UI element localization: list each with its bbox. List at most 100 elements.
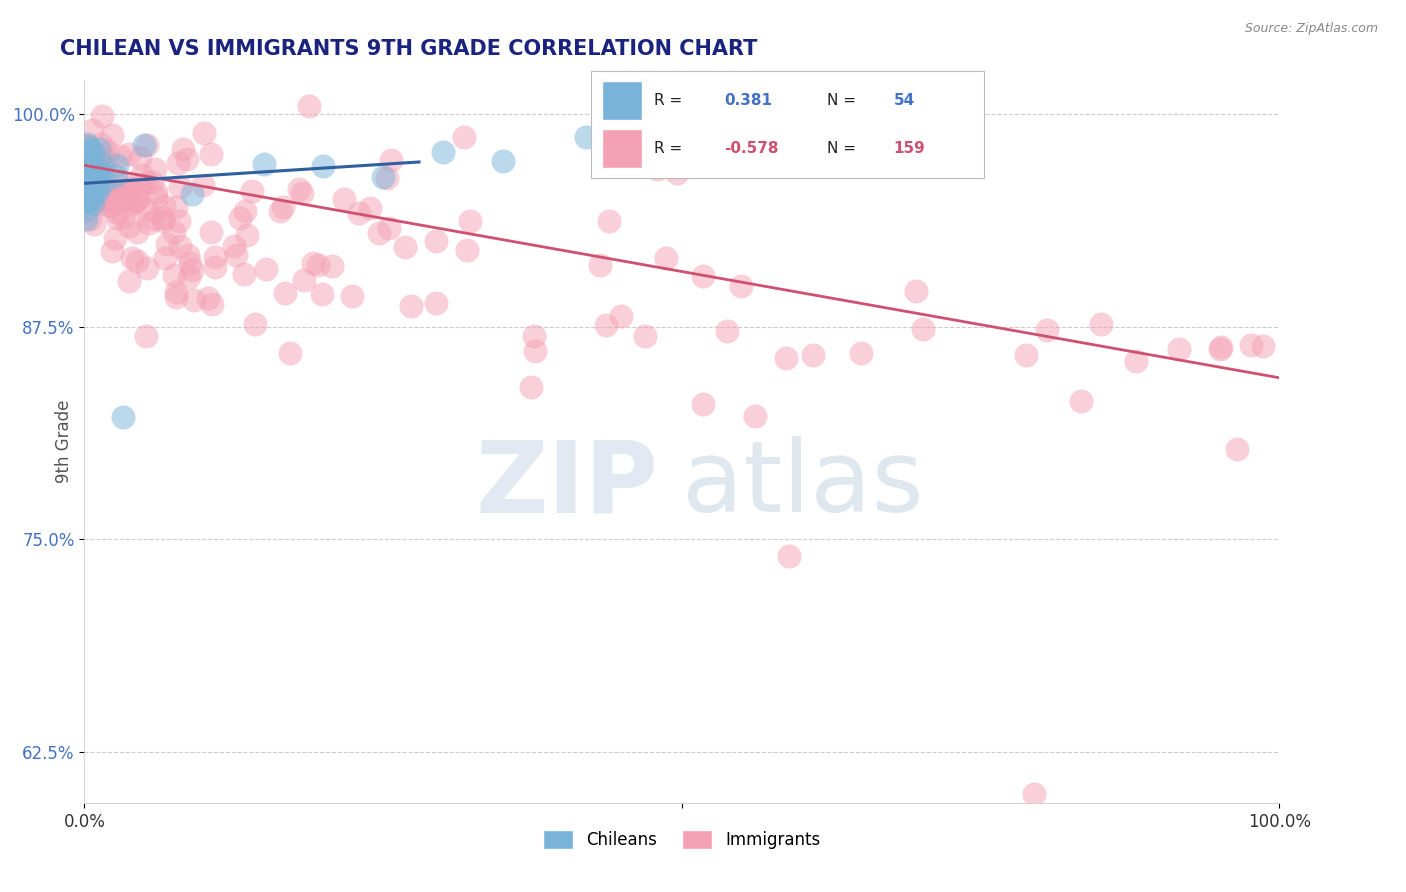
Text: 0.381: 0.381 [724, 93, 772, 108]
Point [176, 152, 198, 166]
Point [131, 168, 153, 182]
Text: -0.578: -0.578 [724, 141, 779, 156]
Point [98, 199, 121, 213]
Point [666, 166, 689, 180]
Point [89, 169, 111, 184]
Point [204, 250, 226, 264]
Y-axis label: 9th Grade: 9th Grade [55, 400, 73, 483]
FancyBboxPatch shape [602, 129, 641, 168]
Point [90, 184, 112, 198]
Text: R =: R = [654, 93, 682, 108]
Point [181, 263, 204, 277]
Text: ZIP: ZIP [475, 436, 658, 533]
Point [1015, 348, 1038, 362]
Point [312, 160, 335, 174]
Point [76, 189, 98, 203]
Point [105, 158, 128, 172]
Point [105, 204, 128, 219]
Point [75, 169, 97, 183]
Point [1090, 317, 1112, 331]
Point [76, 194, 98, 209]
Point [125, 225, 148, 239]
Point [118, 274, 141, 288]
Point [595, 318, 617, 332]
Point [730, 279, 752, 293]
Point [77, 178, 100, 193]
Point [342, 289, 364, 303]
Point [359, 201, 381, 215]
Point [75, 212, 97, 227]
Point [89, 163, 111, 178]
Point [278, 346, 301, 360]
Point [233, 203, 256, 218]
Point [232, 267, 254, 281]
Point [492, 153, 515, 168]
Point [378, 220, 401, 235]
Point [135, 328, 157, 343]
Point [77, 186, 100, 200]
Point [692, 397, 714, 411]
Point [76, 164, 98, 178]
Point [1251, 339, 1274, 353]
Point [104, 230, 127, 244]
Point [225, 248, 247, 262]
Point [183, 293, 205, 308]
Point [87, 141, 110, 155]
Point [100, 128, 122, 142]
Point [165, 200, 187, 214]
Point [87, 188, 110, 202]
Point [458, 214, 481, 228]
Point [633, 329, 655, 343]
Point [87, 193, 110, 207]
Point [76, 173, 98, 187]
Point [83, 217, 105, 231]
Point [904, 285, 927, 299]
Point [135, 175, 157, 189]
Point [163, 268, 186, 283]
Point [179, 270, 201, 285]
Point [167, 214, 190, 228]
Point [1209, 342, 1232, 356]
Point [118, 219, 141, 233]
Point [200, 147, 222, 161]
Point [191, 178, 214, 192]
Point [96, 184, 118, 198]
Point [240, 184, 263, 198]
Point [172, 143, 194, 157]
Point [79, 211, 101, 226]
Point [96, 144, 118, 158]
Point [77, 162, 100, 177]
Point [82, 196, 104, 211]
Point [1024, 787, 1046, 801]
Point [288, 181, 311, 195]
Point [80, 192, 103, 206]
Point [311, 286, 333, 301]
Point [156, 236, 179, 251]
Text: 159: 159 [894, 141, 925, 156]
Point [77, 168, 100, 182]
Text: 54: 54 [894, 93, 915, 108]
Point [145, 189, 167, 203]
Point [291, 186, 314, 200]
Point [76, 159, 98, 173]
Point [90, 150, 112, 164]
Point [269, 203, 291, 218]
Legend: Chileans, Immigrants: Chileans, Immigrants [536, 823, 828, 856]
Point [523, 329, 546, 343]
Point [83, 163, 105, 178]
Point [201, 297, 224, 311]
Point [645, 162, 668, 177]
Point [243, 317, 266, 331]
Point [77, 169, 100, 183]
Point [135, 203, 157, 218]
Point [298, 99, 321, 113]
Point [111, 210, 134, 224]
Point [125, 194, 148, 209]
Point [125, 254, 148, 268]
Point [716, 324, 738, 338]
Point [609, 310, 631, 324]
Point [82, 167, 104, 181]
Text: N =: N = [827, 141, 856, 156]
Point [77, 185, 100, 199]
Point [145, 185, 167, 199]
